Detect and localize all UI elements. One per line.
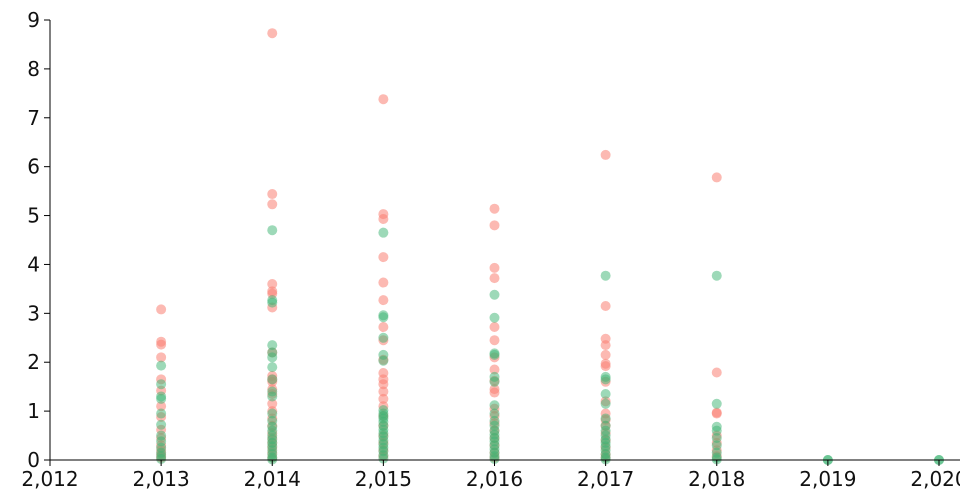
data-point <box>489 387 500 398</box>
data-point <box>267 340 278 351</box>
data-point <box>378 295 389 306</box>
data-point <box>711 398 722 409</box>
data-point <box>267 28 278 39</box>
data-point <box>156 454 167 465</box>
data-point <box>711 440 722 451</box>
data-point <box>156 339 167 350</box>
data-point <box>600 349 611 360</box>
data-point <box>489 220 500 231</box>
data-point <box>378 322 389 333</box>
data-point <box>489 312 500 323</box>
data-point <box>267 279 278 289</box>
y-tick-label: 8 <box>27 57 40 81</box>
data-point <box>378 393 389 404</box>
y-tick-label: 0 <box>27 448 40 472</box>
x-tick-label: 2,020 <box>910 467 960 491</box>
data-point <box>378 94 389 105</box>
data-point <box>378 252 389 263</box>
data-point <box>711 408 722 419</box>
data-point <box>489 408 500 419</box>
y-axis: 0 1 2 3 4 5 6 7 8 9 <box>27 8 51 472</box>
y-tick-label: 9 <box>27 8 40 32</box>
data-point <box>156 419 167 430</box>
data-point <box>489 322 500 333</box>
data-point <box>600 413 611 424</box>
data-point <box>711 367 722 378</box>
x-tick-label: 2,015 <box>355 467 412 491</box>
data-point <box>489 335 500 346</box>
data-point <box>378 379 389 390</box>
data-point <box>267 398 278 409</box>
data-point <box>600 361 611 372</box>
data-point <box>489 364 500 375</box>
data-point <box>711 425 722 436</box>
data-point <box>489 400 500 411</box>
data-point <box>489 273 500 284</box>
data-point <box>600 149 611 160</box>
data-point <box>489 454 500 465</box>
data-point <box>267 408 278 419</box>
data-point <box>378 332 389 343</box>
data-point <box>489 376 500 387</box>
data-point <box>711 270 722 281</box>
data-point <box>600 389 611 399</box>
data-point <box>600 270 611 281</box>
data-point <box>267 391 278 402</box>
y-tick-label: 7 <box>27 106 40 130</box>
y-tick-label: 6 <box>27 155 40 179</box>
x-tick-label: 2,019 <box>799 467 856 491</box>
data-point <box>489 203 500 214</box>
data-point <box>267 362 278 373</box>
data-point <box>156 408 167 419</box>
data-point <box>600 398 611 409</box>
data-point <box>378 213 389 224</box>
data-point <box>267 352 278 363</box>
x-tick-label: 2,013 <box>132 467 189 491</box>
data-point <box>156 379 167 390</box>
data-point <box>600 301 611 311</box>
x-tick-label: 2,012 <box>21 467 78 491</box>
data-point <box>489 262 500 273</box>
data-point <box>378 277 389 288</box>
y-tick-label: 2 <box>27 350 40 374</box>
data-point <box>156 393 167 404</box>
data-point <box>378 386 389 397</box>
data-points <box>156 28 944 465</box>
data-point <box>489 289 500 300</box>
y-tick-label: 1 <box>27 399 40 423</box>
data-point <box>156 304 167 315</box>
data-point <box>600 374 611 385</box>
data-point <box>267 225 278 236</box>
data-point <box>378 453 389 464</box>
y-tick-label: 3 <box>27 301 40 325</box>
y-tick-label: 4 <box>27 252 40 276</box>
data-point <box>156 401 167 412</box>
x-tick-label: 2,014 <box>244 467 301 491</box>
x-tick-label: 2,016 <box>466 467 523 491</box>
data-point <box>600 340 611 351</box>
data-point <box>156 352 167 363</box>
data-point <box>378 312 389 323</box>
data-point <box>267 199 278 210</box>
data-point <box>489 349 500 360</box>
data-point <box>711 172 722 183</box>
data-point <box>267 374 278 385</box>
data-point <box>267 297 278 308</box>
data-point <box>378 355 389 366</box>
y-tick-label: 5 <box>27 204 40 228</box>
x-tick-label: 2,018 <box>688 467 745 491</box>
x-axis: 2,012 2,013 2,014 2,015 2,016 2,017 2,018 2,019… <box>21 459 960 491</box>
data-point <box>156 360 167 371</box>
data-point <box>267 189 278 200</box>
data-point <box>378 227 389 238</box>
x-tick-label: 2,017 <box>577 467 634 491</box>
data-point <box>711 433 722 443</box>
